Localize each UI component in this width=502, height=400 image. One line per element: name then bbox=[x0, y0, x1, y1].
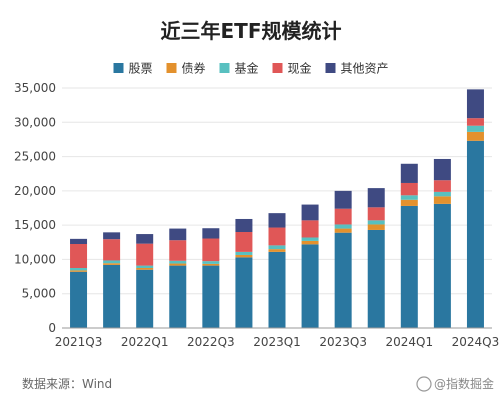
legend-swatch bbox=[113, 63, 124, 73]
bar-segment bbox=[268, 245, 286, 250]
watermark-account: @指数掘金 bbox=[434, 376, 494, 391]
bar-segment bbox=[202, 261, 220, 264]
bar-segment bbox=[334, 228, 352, 233]
bar-segment bbox=[334, 190, 352, 209]
bar-segment bbox=[235, 232, 253, 252]
bar-segment bbox=[334, 224, 352, 229]
y-tick-label: 15,000 bbox=[14, 218, 56, 232]
bar-segment bbox=[433, 196, 451, 204]
y-tick-label: 0 bbox=[48, 321, 56, 335]
bar-segment bbox=[70, 271, 88, 328]
y-tick-label: 35,000 bbox=[14, 81, 56, 95]
bar-segment bbox=[103, 260, 121, 264]
bar-segment bbox=[169, 260, 187, 264]
legend-swatch bbox=[325, 63, 336, 73]
bar-segment bbox=[103, 263, 121, 265]
x-tick-label: 2022Q3 bbox=[187, 335, 235, 349]
x-tick-label: 2024Q1 bbox=[385, 335, 433, 349]
bar-segment bbox=[136, 234, 154, 244]
bar-segment bbox=[136, 265, 154, 268]
bar-segment bbox=[400, 163, 418, 183]
bar-segment bbox=[367, 229, 385, 328]
bar-segment bbox=[136, 268, 154, 270]
bar-segment bbox=[268, 227, 286, 246]
legend: 股票 债券 基金 现金 其他资产 bbox=[113, 61, 389, 76]
bar-segment bbox=[235, 251, 253, 255]
bar-segment bbox=[169, 240, 187, 261]
chart-title: 近三年ETF规模统计 bbox=[161, 19, 342, 43]
bar-segment bbox=[268, 249, 286, 252]
bars bbox=[70, 89, 484, 328]
bar-segment bbox=[235, 257, 253, 328]
bar-segment bbox=[202, 263, 220, 266]
bar-segment bbox=[367, 224, 385, 230]
weibo-icon bbox=[416, 376, 432, 392]
bar-segment bbox=[235, 254, 253, 258]
bar-segment bbox=[70, 268, 88, 271]
y-tick-label: 10,000 bbox=[14, 252, 56, 266]
legend-label: 基金 bbox=[235, 61, 259, 76]
bar-segment bbox=[334, 232, 352, 328]
bar-segment bbox=[400, 199, 418, 206]
bar-segment bbox=[268, 213, 286, 228]
bar-segment bbox=[202, 238, 220, 262]
legend-swatch bbox=[219, 63, 230, 73]
data-source: 数据来源：Wind bbox=[22, 376, 112, 391]
bar-segment bbox=[433, 191, 451, 197]
bar-segment bbox=[301, 237, 319, 241]
bar-segment bbox=[301, 244, 319, 328]
x-tick-label: 2023Q3 bbox=[319, 335, 367, 349]
y-tick-label: 5,000 bbox=[22, 287, 56, 301]
bar-segment bbox=[202, 265, 220, 328]
bar-segment bbox=[202, 228, 220, 239]
watermark-badge: @指数掘金 bbox=[416, 376, 494, 392]
x-tick-label: 2024Q3 bbox=[452, 335, 500, 349]
bar-segment bbox=[433, 180, 451, 192]
bar-segment bbox=[301, 240, 319, 245]
bar-segment bbox=[301, 220, 319, 238]
bar-segment bbox=[103, 232, 121, 240]
bar-segment bbox=[466, 118, 484, 126]
legend-label: 债券 bbox=[182, 61, 206, 76]
legend-swatch bbox=[166, 63, 177, 73]
bar-segment bbox=[466, 140, 484, 328]
bar-segment bbox=[169, 228, 187, 241]
bar-segment bbox=[268, 251, 286, 328]
legend-label: 股票 bbox=[129, 62, 153, 76]
legend-label: 其他资产 bbox=[341, 62, 389, 76]
bar-segment bbox=[235, 218, 253, 232]
x-tick-label: 2022Q1 bbox=[121, 335, 169, 349]
y-tick-label: 30,000 bbox=[14, 115, 56, 129]
bar-segment bbox=[400, 205, 418, 328]
bar-segment bbox=[466, 131, 484, 141]
bar-segment bbox=[136, 243, 154, 266]
bar-segment bbox=[70, 244, 88, 268]
bar-segment bbox=[400, 195, 418, 200]
x-tick-label: 2023Q1 bbox=[253, 335, 301, 349]
bar-segment bbox=[103, 239, 121, 261]
bar-segment bbox=[466, 125, 484, 132]
bar-segment bbox=[433, 158, 451, 181]
y-tick-label: 20,000 bbox=[14, 184, 56, 198]
bar-segment bbox=[334, 208, 352, 225]
bar-segment bbox=[433, 203, 451, 328]
bar-segment bbox=[367, 188, 385, 208]
bar-segment bbox=[367, 207, 385, 221]
bar-segment bbox=[70, 238, 88, 244]
bar-segment bbox=[136, 269, 154, 328]
bar-segment bbox=[400, 182, 418, 196]
x-tick-label: 2021Q3 bbox=[55, 335, 103, 349]
bar-segment bbox=[70, 270, 88, 272]
legend-swatch bbox=[272, 63, 283, 73]
bar-segment bbox=[169, 263, 187, 266]
bar-segment bbox=[103, 264, 121, 328]
bar-segment bbox=[301, 204, 319, 221]
bar-segment bbox=[367, 220, 385, 225]
axes: 0 5,000 10,000 15,000 20,000 25,000 30,000 35,0… bbox=[14, 81, 499, 349]
bar-segment bbox=[169, 265, 187, 328]
legend-label: 现金 bbox=[288, 61, 312, 76]
y-tick-label: 25,000 bbox=[14, 150, 56, 164]
bar-segment bbox=[466, 89, 484, 119]
